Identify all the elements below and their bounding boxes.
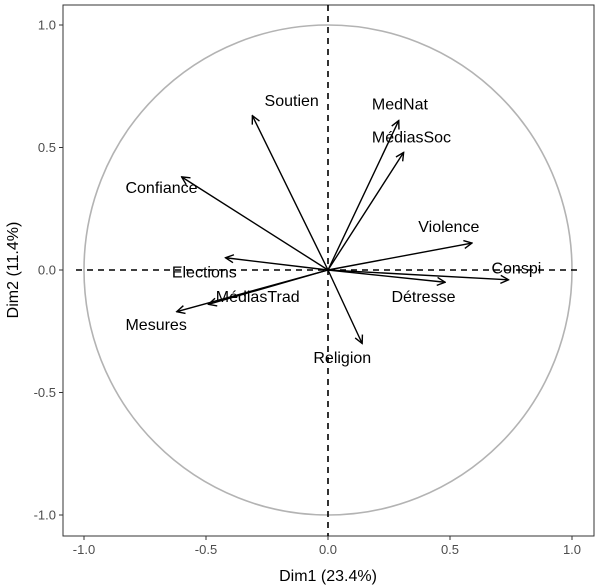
label-violence: Violence bbox=[418, 219, 479, 236]
label-mednat: MedNat bbox=[372, 97, 429, 114]
y-tick-label: 0.0 bbox=[38, 263, 56, 278]
label-mesures: Mesures bbox=[125, 317, 186, 334]
arrow-detresse bbox=[327, 269, 445, 282]
x-tick-label: 0.0 bbox=[319, 542, 337, 557]
label-mediastrad: MédiasTrad bbox=[216, 289, 300, 306]
x-tick-label: -1.0 bbox=[73, 542, 95, 557]
y-axis-title: Dim2 (11.4%) bbox=[5, 222, 22, 319]
arrow-soutien bbox=[252, 116, 329, 271]
y-tick-label: -0.5 bbox=[34, 385, 56, 400]
arrow-mediassoc bbox=[327, 152, 404, 271]
arrow-confiance bbox=[182, 177, 329, 271]
arrow-conspi bbox=[327, 269, 509, 280]
arrow-religion bbox=[327, 269, 362, 344]
x-axis-title: Dim1 (23.4%) bbox=[279, 568, 377, 585]
arrow-mednat bbox=[327, 121, 399, 271]
x-tick-label: 1.0 bbox=[563, 542, 581, 557]
label-conspi: Conspi bbox=[491, 261, 541, 278]
label-detresse: Détresse bbox=[391, 289, 455, 306]
x-tick-label: 0.5 bbox=[441, 542, 459, 557]
y-tick-label: -1.0 bbox=[34, 508, 56, 523]
y-tick-label: 1.0 bbox=[38, 18, 56, 33]
label-religion: Religion bbox=[313, 350, 371, 367]
label-confiance: Confiance bbox=[125, 180, 197, 197]
x-tick-label: -0.5 bbox=[195, 542, 217, 557]
arrow-mesures bbox=[177, 269, 329, 312]
label-mediassoc: MédiasSoc bbox=[372, 130, 451, 147]
label-elections: Elections bbox=[172, 264, 237, 281]
arrow-elections bbox=[226, 258, 329, 271]
label-soutien: Soutien bbox=[265, 93, 319, 110]
arrow-violence bbox=[327, 243, 472, 271]
y-tick-label: 0.5 bbox=[38, 140, 56, 155]
